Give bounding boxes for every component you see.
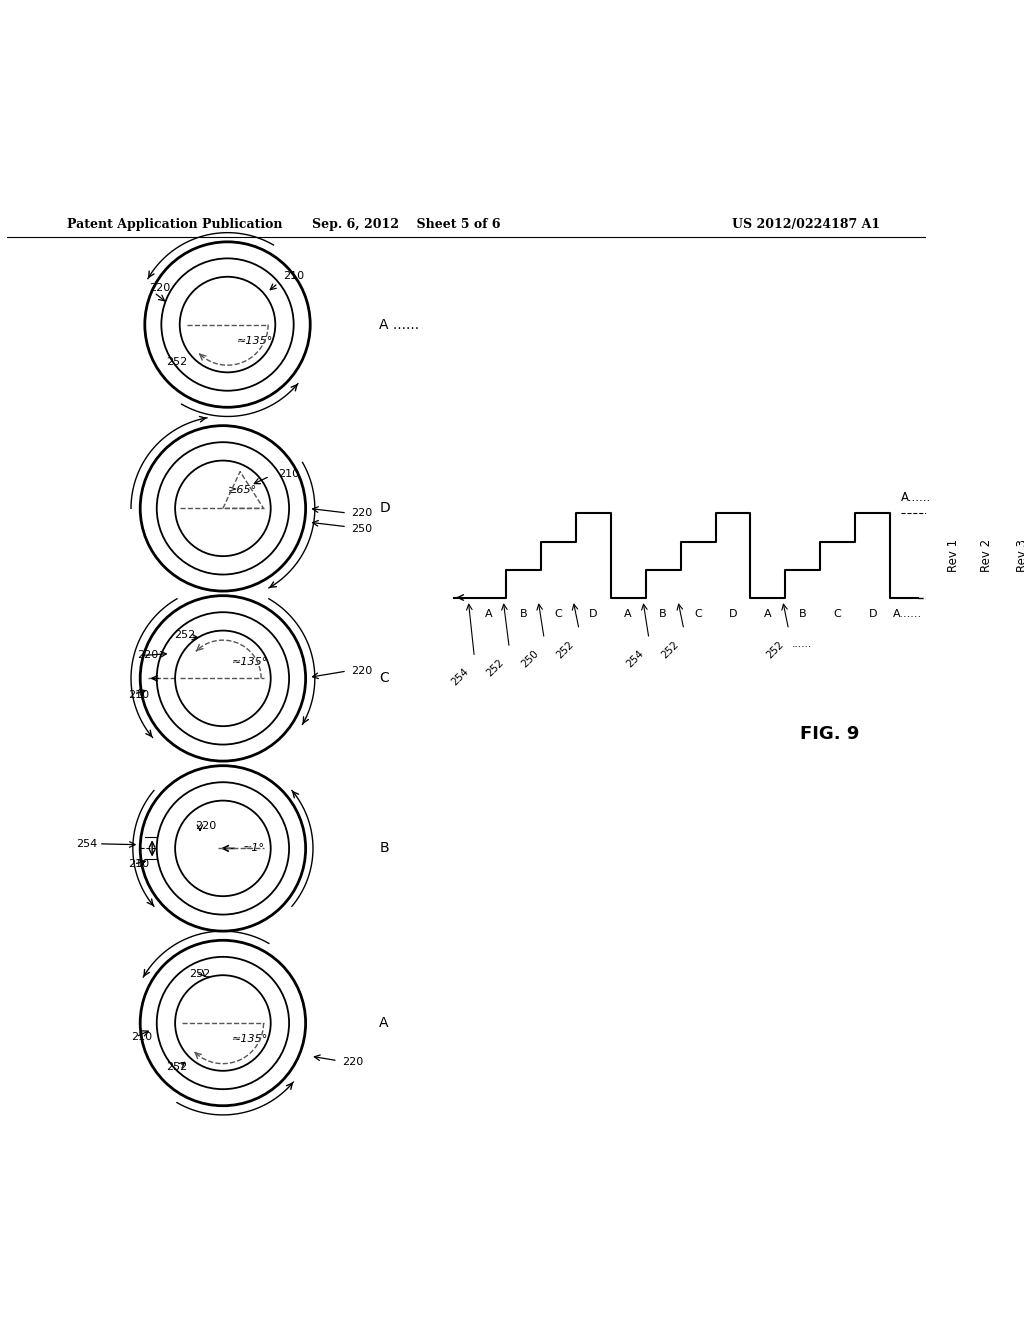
Text: 210: 210: [128, 690, 150, 700]
Text: C: C: [554, 609, 562, 619]
Text: 254: 254: [450, 667, 471, 688]
Text: 252: 252: [555, 639, 575, 660]
Text: 220: 220: [342, 1056, 364, 1067]
Text: Patent Application Publication: Patent Application Publication: [67, 218, 283, 231]
Text: 250: 250: [351, 524, 373, 533]
Text: 252: 252: [166, 358, 187, 367]
Text: 254: 254: [625, 648, 646, 669]
Text: 220: 220: [150, 282, 171, 293]
Text: 220: 220: [137, 651, 159, 660]
Text: 250: 250: [520, 648, 541, 669]
Text: B: B: [659, 609, 667, 619]
Text: 252: 252: [174, 630, 195, 640]
Text: 210: 210: [279, 470, 299, 479]
Text: C: C: [694, 609, 701, 619]
Text: C: C: [379, 672, 389, 685]
Text: B: B: [519, 609, 527, 619]
Text: 220: 220: [351, 508, 373, 517]
Text: B: B: [379, 841, 389, 855]
Text: Rev 1: Rev 1: [947, 539, 961, 572]
Text: Rev 2: Rev 2: [980, 539, 992, 572]
Text: ≈135°: ≈135°: [232, 657, 268, 668]
Text: D: D: [589, 609, 598, 619]
Text: D: D: [729, 609, 737, 619]
Text: A: A: [484, 609, 493, 619]
Text: 252: 252: [189, 969, 211, 979]
Text: 220: 220: [351, 667, 373, 676]
Text: ≈135°: ≈135°: [237, 335, 273, 346]
Text: 252: 252: [166, 1063, 187, 1072]
Text: ≈1°: ≈1°: [243, 843, 265, 854]
Text: 210: 210: [283, 271, 304, 281]
Text: FIG. 9: FIG. 9: [800, 725, 859, 743]
Text: 220: 220: [196, 821, 217, 832]
Text: Sep. 6, 2012    Sheet 5 of 6: Sep. 6, 2012 Sheet 5 of 6: [312, 218, 501, 231]
Text: 210: 210: [131, 1032, 153, 1041]
Text: ≥65°: ≥65°: [227, 484, 257, 495]
Text: 252: 252: [764, 639, 785, 660]
Text: A ......: A ......: [379, 318, 419, 331]
Text: A......: A......: [900, 491, 931, 504]
Text: B: B: [799, 609, 807, 619]
Text: 252: 252: [659, 639, 681, 660]
Text: 210: 210: [128, 859, 150, 869]
Text: D: D: [868, 609, 877, 619]
Text: ≈135°: ≈135°: [232, 1034, 268, 1044]
Text: A......: A......: [893, 609, 923, 619]
Text: D: D: [379, 502, 390, 515]
Text: 254: 254: [76, 838, 97, 849]
Text: 252: 252: [485, 657, 506, 678]
Text: A: A: [379, 1016, 389, 1030]
Text: C: C: [834, 609, 842, 619]
Text: A: A: [764, 609, 772, 619]
Text: Rev 3: Rev 3: [1017, 539, 1024, 572]
Text: US 2012/0224187 A1: US 2012/0224187 A1: [732, 218, 880, 231]
Text: A: A: [625, 609, 632, 619]
Text: ......: ......: [793, 639, 813, 649]
